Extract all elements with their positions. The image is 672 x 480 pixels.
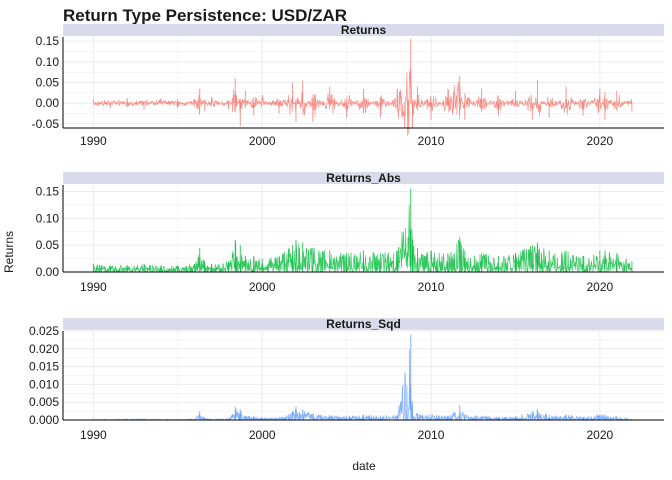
x-axis-title: date [352, 459, 376, 473]
y-axis-title: Returns [2, 231, 16, 273]
y-tick-label: 0.05 [36, 238, 60, 252]
panel-1: Returns -0.05 0.00 0.05 0.10 0.15 1990 2000 2010… [32, 23, 664, 148]
y-tick-label: 0.15 [36, 184, 60, 198]
x-tick-label: 2010 [418, 134, 445, 148]
facet-strip-label: Returns_Sqd [326, 317, 401, 331]
y-tick-label: 0.015 [29, 360, 59, 374]
series-line-returns [93, 68, 633, 136]
x-tick-label: 2020 [586, 428, 613, 442]
chart-title: Return Type Persistence: USD/ZAR [63, 6, 347, 25]
series-line-returns_abs [93, 204, 633, 274]
x-tick-label: 2000 [249, 428, 276, 442]
x-tick-label: 2010 [418, 280, 445, 294]
x-tick-label: 2010 [418, 428, 445, 442]
facet-strip-label: Returns_Abs [326, 171, 401, 185]
x-tick-label: 2000 [249, 280, 276, 294]
y-tick-label: -0.05 [32, 117, 60, 131]
y-tick-label: 0.10 [36, 55, 60, 69]
y-tick-label: 0.025 [29, 324, 59, 338]
y-tick-label: 0.010 [29, 377, 59, 391]
y-tick-label: 0.00 [36, 265, 60, 279]
y-tick-label: 0.000 [29, 413, 59, 427]
facet-strip [63, 318, 664, 330]
y-tick-label: 0.005 [29, 395, 59, 409]
y-tick-label: 0.10 [36, 211, 60, 225]
y-tick-label: 0.05 [36, 76, 60, 90]
y-tick-label: 0.00 [36, 96, 60, 110]
x-tick-label: 2020 [586, 134, 613, 148]
x-tick-label: 1990 [80, 428, 107, 442]
x-tick-label: 2000 [249, 134, 276, 148]
y-tick-label: 0.15 [36, 34, 60, 48]
facet-strip [63, 172, 664, 184]
panel-2: Returns_Abs 0.00 0.05 0.10 0.15 1990 2000 2010 2… [36, 171, 664, 294]
x-tick-label: 1990 [80, 134, 107, 148]
y-tick-label: 0.020 [29, 342, 59, 356]
x-tick-label: 1990 [80, 280, 107, 294]
panel-3: Returns_Sqd 0.000 0.005 0.010 0.015 0.020 0.02… [29, 317, 664, 442]
facet-strip-label: Returns [341, 23, 387, 37]
facet-strip [63, 24, 664, 36]
x-tick-label: 2020 [586, 280, 613, 294]
